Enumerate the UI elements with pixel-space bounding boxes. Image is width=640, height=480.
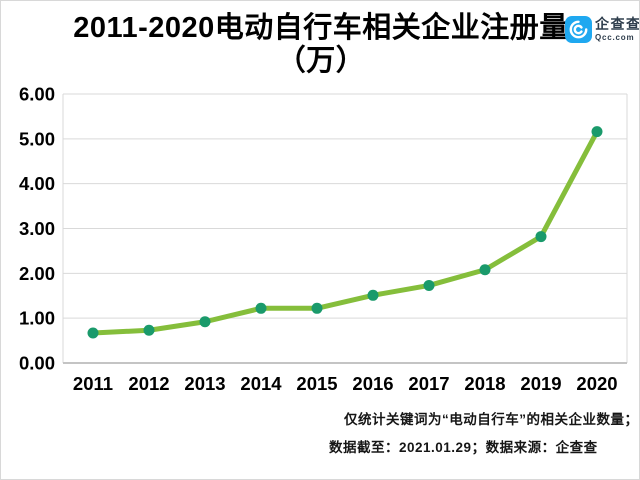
y-axis-tick-label: 1.00 [19,308,55,329]
data-point-marker [479,264,491,276]
x-axis-tick-label: 2015 [296,373,337,394]
series-line [90,129,600,336]
x-axis-tick-label: 2020 [576,373,617,394]
footnote-line2: 数据截至：2021.01.29；数据来源：企查查 [329,440,598,455]
chart-title-line2: （万） [276,45,366,77]
y-axis-tick-label: 2.00 [19,263,55,284]
data-point-marker [143,324,155,336]
x-axis-tick-label: 2017 [408,373,449,394]
qcc-logo: 企查查 Qcc.com [565,16,640,43]
data-point-marker [87,327,99,339]
data-point-marker [591,126,603,138]
data-point-marker [367,289,379,301]
data-point-marker [199,316,211,328]
qcc-logo-text: 企查查 Qcc.com [595,16,640,42]
line-chart-svg: 0.00 1.00 2.00 3.00 4.00 5.00 6.00 2011 2012 2013… [19,84,628,394]
data-point-marker [423,279,435,291]
x-axis-tick-label: 2016 [352,373,393,394]
y-axis-tick-label: 6.00 [19,84,55,105]
x-axis-tick-label: 2014 [240,373,282,394]
data-point-marker [535,231,547,243]
data-point-marker [311,302,323,314]
chart-title-line1: 2011-2020电动自行车相关企业注册量 [73,12,569,44]
qcc-logo-name: 企查查 [595,16,640,32]
x-axis-tick-label: 2018 [464,373,505,394]
data-point-marker [255,302,267,314]
y-axis-tick-label: 5.00 [19,128,55,149]
qcc-logo-icon [565,16,592,43]
y-axis-tick-label: 4.00 [19,173,55,194]
y-axis-tick-label: 0.00 [19,353,55,374]
y-axis-tick-label: 3.00 [19,218,55,239]
x-axis-tick-label: 2013 [184,373,225,394]
qcc-logo-domain: Qcc.com [595,33,635,42]
x-axis-tick-label: 2019 [520,373,561,394]
chart-title: 2011-2020电动自行车相关企业注册量 （万） [1,12,639,78]
footnote-line1: 仅统计关键词为“电动自行车”的相关企业数量； [344,412,639,427]
x-axis-tick-label: 2011 [73,373,113,394]
x-axis-tick-label: 2012 [128,373,169,394]
